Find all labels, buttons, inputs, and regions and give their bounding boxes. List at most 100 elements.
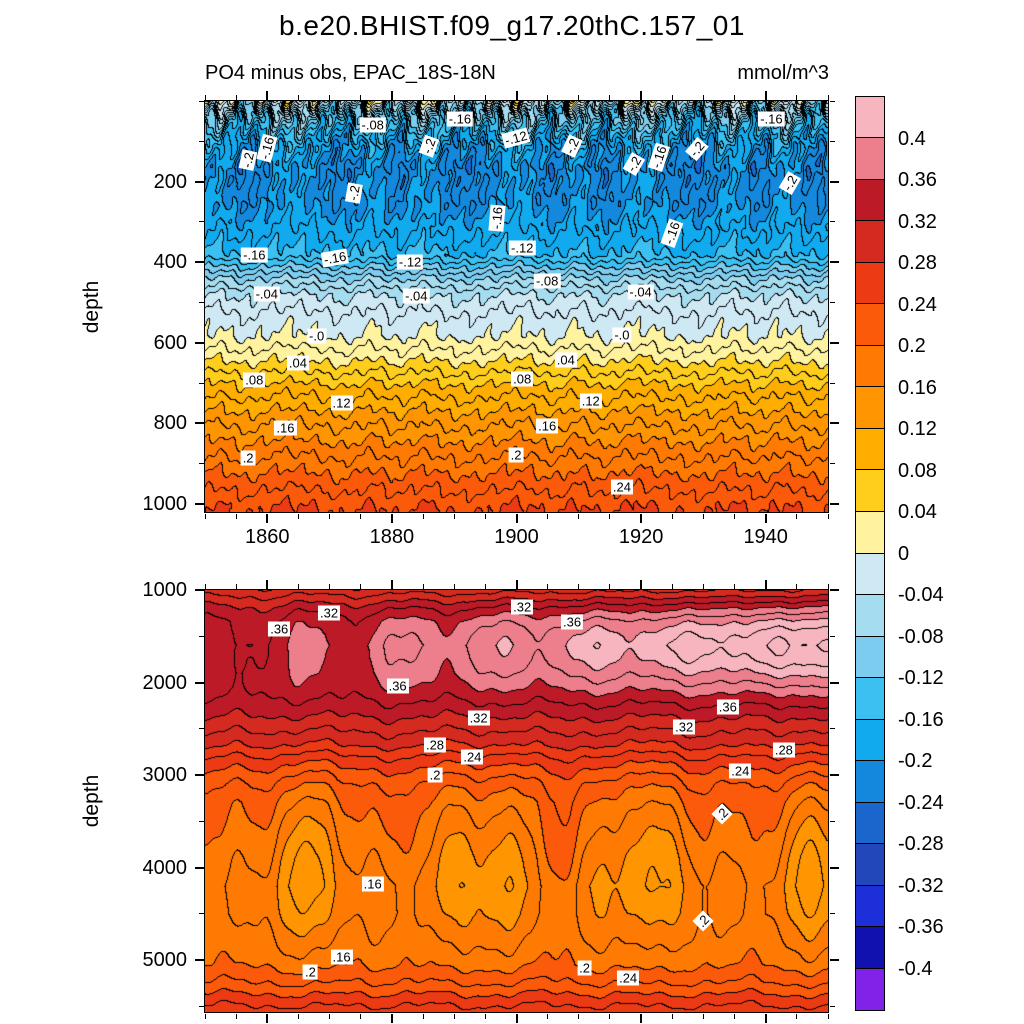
colorbar-swatch [855,96,884,139]
contour-label: .36 [268,621,291,637]
tick-mark [360,1013,362,1019]
y-tick-label: 1000 [142,579,188,601]
colorbar-swatch [855,345,884,388]
tick-mark [194,502,204,505]
tick-mark [266,1013,269,1023]
tick-mark [422,583,424,589]
colorbar-swatch [855,221,884,263]
contour-label: .32 [673,719,696,735]
tick-mark [329,1013,331,1019]
colorbar-swatch [855,761,884,803]
tick-mark [329,94,331,100]
tick-mark [764,513,767,523]
tick-mark [609,1013,611,1019]
tick-mark [764,1013,767,1023]
contour-label: -.04 [403,288,430,304]
contour-label: .16 [536,418,559,434]
tick-mark [329,513,331,519]
tick-mark [266,579,269,589]
tick-mark [796,583,798,589]
contour-label: .24 [729,763,752,779]
tick-mark [547,513,549,519]
contour-label: -.16 [241,247,268,263]
colorbar-tick-label: 0.32 [898,210,937,233]
tick-mark [578,513,580,519]
tick-mark [734,94,736,100]
colorbar-tick-label: 0.16 [898,376,937,399]
contour-label: .2 [302,964,318,980]
colorbar-tick-label: -0.04 [898,584,944,606]
tick-mark [734,583,736,589]
lower-contour-panel: .32 .36 .32 .36 .36 .36 .32 .32 .28 .28 .24 .24 .2 .2… [203,588,829,1013]
contour-label: .24 [461,749,484,765]
tick-mark [204,94,206,100]
tick-mark [829,959,839,962]
tick-mark [827,1013,829,1019]
colorbar-swatch [855,428,884,471]
contour-label: -.16 [488,204,506,232]
contour-label: -.0 [612,327,632,343]
tick-mark [827,513,829,519]
tick-mark [198,463,204,465]
units-label: mmol/m^3 [737,62,829,84]
contour-label: .24 [617,970,640,986]
tick-mark [198,221,204,223]
upper-contour-panel: -.08 -.16 -.2 -.12 -.2 -.2 -.16 -.2 -.16 -.2 -.2 -.… [203,99,829,513]
tick-mark [297,583,299,589]
tick-mark [829,913,835,915]
contour-label: -.04 [253,286,280,301]
tick-mark [329,583,331,589]
colorbar-swatch [855,511,884,554]
tick-mark [453,1013,455,1019]
tick-mark [829,774,839,777]
upper-contour-canvas [204,100,828,512]
y-tick-label: 2000 [142,671,188,694]
x-tick-label: 1920 [618,526,664,548]
tick-mark [829,589,839,591]
tick-mark [484,583,486,589]
tick-mark [578,94,580,100]
colorbar-tick-label: -0.28 [898,833,944,855]
contour-label: .24 [610,479,633,495]
tick-mark [198,100,204,102]
tick-mark [609,583,611,589]
tick-mark [297,94,299,100]
y-tick-label: 5000 [142,949,188,972]
contour-label: .16 [330,949,353,965]
tick-mark [360,94,362,100]
tick-mark [829,463,835,465]
colorbar-swatch [855,927,884,969]
colorbar-tick-label: -0.4 [898,957,933,980]
y-tick-label: 4000 [142,856,188,879]
tick-mark [422,94,424,100]
tick-mark [829,820,835,822]
contour-label: .2 [240,450,256,465]
x-tick-label: 1880 [369,526,415,548]
tick-mark [829,261,839,264]
tick-mark [390,513,393,523]
colorbar-swatch [855,138,884,180]
tick-mark [194,681,204,684]
tick-mark [829,635,835,637]
contour-label: .36 [386,678,409,694]
contour-label: -.08 [533,273,561,289]
tick-mark [640,90,643,100]
upper-y-axis-title: depth [80,280,103,333]
tick-mark [390,90,393,100]
tick-mark [829,221,835,223]
tick-mark [453,583,455,589]
tick-mark [829,341,839,344]
tick-mark [194,261,204,264]
contour-label: .04 [554,352,577,368]
tick-mark [796,513,798,519]
tick-mark [827,583,829,589]
y-tick-label: 400 [153,251,187,274]
tick-mark [422,1013,424,1019]
contour-label: .36 [716,699,739,715]
tick-mark [235,583,237,589]
tick-mark [360,583,362,589]
contour-label: -.16 [446,111,474,127]
tick-mark [702,513,704,519]
x-tick-label: 1940 [743,526,788,548]
figure-title: b.e20.BHIST.f09_g17.20thC.157_01 [279,10,745,41]
